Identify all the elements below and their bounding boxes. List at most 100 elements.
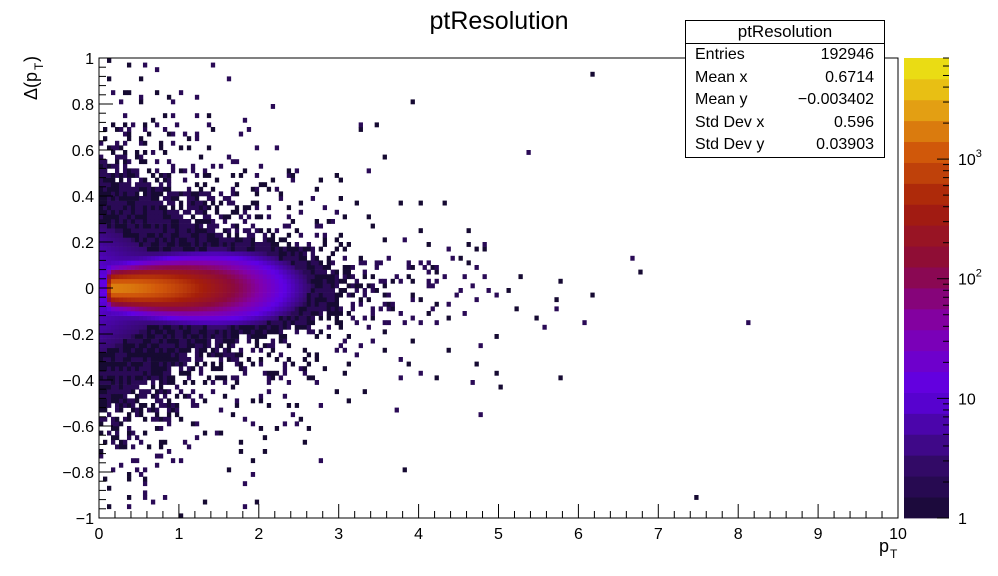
heatmap-cell	[250, 232, 256, 238]
heatmap-cell	[254, 338, 260, 344]
heatmap-cell	[330, 283, 336, 289]
heatmap-cell	[170, 200, 176, 206]
heatmap-cell	[158, 398, 164, 404]
heatmap-cell	[306, 306, 312, 312]
heatmap-cell	[118, 329, 124, 335]
heatmap-cell	[246, 274, 252, 280]
heatmap-cell	[110, 315, 116, 321]
heatmap-cell	[314, 311, 320, 316]
heatmap-cell	[166, 242, 172, 247]
heatmap-cell	[158, 306, 164, 312]
heatmap-cell	[202, 301, 208, 307]
heatmap-cell	[270, 237, 276, 243]
heatmap-cell	[214, 329, 220, 335]
heatmap-cell	[318, 292, 324, 298]
heatmap-cell	[294, 324, 300, 330]
heatmap-cell	[210, 232, 216, 238]
heatmap-cell	[102, 214, 108, 220]
heatmap-cell	[286, 260, 292, 266]
heatmap-cell	[106, 343, 112, 349]
heatmap-cell	[226, 228, 232, 234]
palette-swatch	[904, 288, 949, 310]
heatmap-cell	[134, 370, 140, 376]
heatmap-cell	[318, 260, 324, 266]
heatmap-cell	[302, 292, 308, 298]
heatmap-cell	[266, 278, 272, 284]
heatmap-cell	[198, 274, 204, 280]
heatmap-cell	[286, 255, 292, 261]
heatmap-cell	[106, 191, 112, 197]
heatmap-cell	[122, 173, 128, 178]
heatmap-cell	[122, 306, 128, 312]
heatmap-cell	[234, 237, 240, 243]
heatmap-cell	[130, 361, 136, 367]
heatmap-cell	[198, 191, 204, 197]
heatmap-cell	[434, 265, 439, 270]
heatmap-cell	[206, 242, 212, 247]
heatmap-cell	[182, 274, 188, 280]
heatmap-cell	[110, 297, 116, 303]
heatmap-cell	[262, 324, 268, 330]
heatmap-cell	[342, 370, 347, 376]
heatmap-cell	[214, 260, 220, 266]
heatmap-cell	[186, 209, 192, 215]
heatmap-cell	[106, 196, 112, 201]
heatmap-cell	[142, 242, 148, 247]
heatmap-cell	[182, 361, 188, 367]
heatmap-cell	[122, 384, 128, 390]
heatmap-cell	[126, 62, 132, 68]
heatmap-cell	[126, 403, 132, 408]
heatmap-cell	[142, 62, 148, 68]
heatmap-cell	[122, 113, 128, 119]
heatmap-cell	[242, 297, 248, 303]
heatmap-cell	[110, 343, 116, 349]
heatmap-cell	[138, 140, 144, 146]
heatmap-cell	[246, 246, 252, 252]
heatmap-cell	[354, 288, 359, 293]
heatmap-cell	[106, 311, 112, 316]
heatmap-cell	[186, 366, 192, 372]
heatmap-cell	[286, 274, 292, 280]
heatmap-cell	[174, 384, 180, 390]
heatmap-cell	[254, 311, 260, 316]
heatmap-cell	[158, 237, 164, 243]
heatmap-cell	[210, 306, 216, 312]
heatmap-cell	[118, 265, 124, 270]
heatmap-cell	[230, 223, 236, 229]
palette-swatch	[904, 246, 949, 268]
heatmap-cell	[238, 324, 244, 330]
heatmap-cell	[138, 292, 144, 298]
heatmap-cell	[318, 297, 324, 303]
heatmap-cell	[206, 269, 212, 275]
heatmap-cell	[134, 407, 140, 413]
heatmap-cell	[130, 444, 136, 450]
heatmap-cell	[106, 292, 112, 298]
heatmap-cell	[130, 403, 136, 408]
heatmap-cell	[102, 403, 108, 408]
heatmap-cell	[134, 150, 140, 155]
heatmap-cell	[178, 513, 184, 519]
heatmap-cell	[190, 288, 196, 293]
heatmap-cell	[158, 260, 164, 266]
heatmap-cell	[194, 283, 200, 289]
heatmap-cell	[218, 255, 224, 261]
heatmap-cell	[190, 163, 196, 169]
heatmap-cell	[222, 283, 228, 289]
heatmap-cell	[202, 274, 208, 280]
heatmap-cell	[174, 237, 180, 243]
heatmap-cell	[130, 292, 136, 298]
heatmap-cell	[174, 343, 180, 349]
heatmap-cell	[274, 265, 280, 270]
heatmap-cell	[226, 467, 232, 473]
heatmap-cell	[286, 403, 292, 408]
heatmap-cell	[194, 265, 200, 270]
heatmap-cell	[262, 283, 268, 289]
heatmap-cell	[278, 246, 284, 252]
heatmap-cell	[102, 315, 108, 321]
heatmap-cell	[142, 370, 148, 376]
heatmap-cell	[234, 265, 240, 270]
heatmap-cell	[158, 361, 164, 367]
heatmap-cell	[270, 338, 276, 344]
heatmap-cell	[130, 320, 136, 326]
heatmap-cell	[342, 274, 347, 280]
